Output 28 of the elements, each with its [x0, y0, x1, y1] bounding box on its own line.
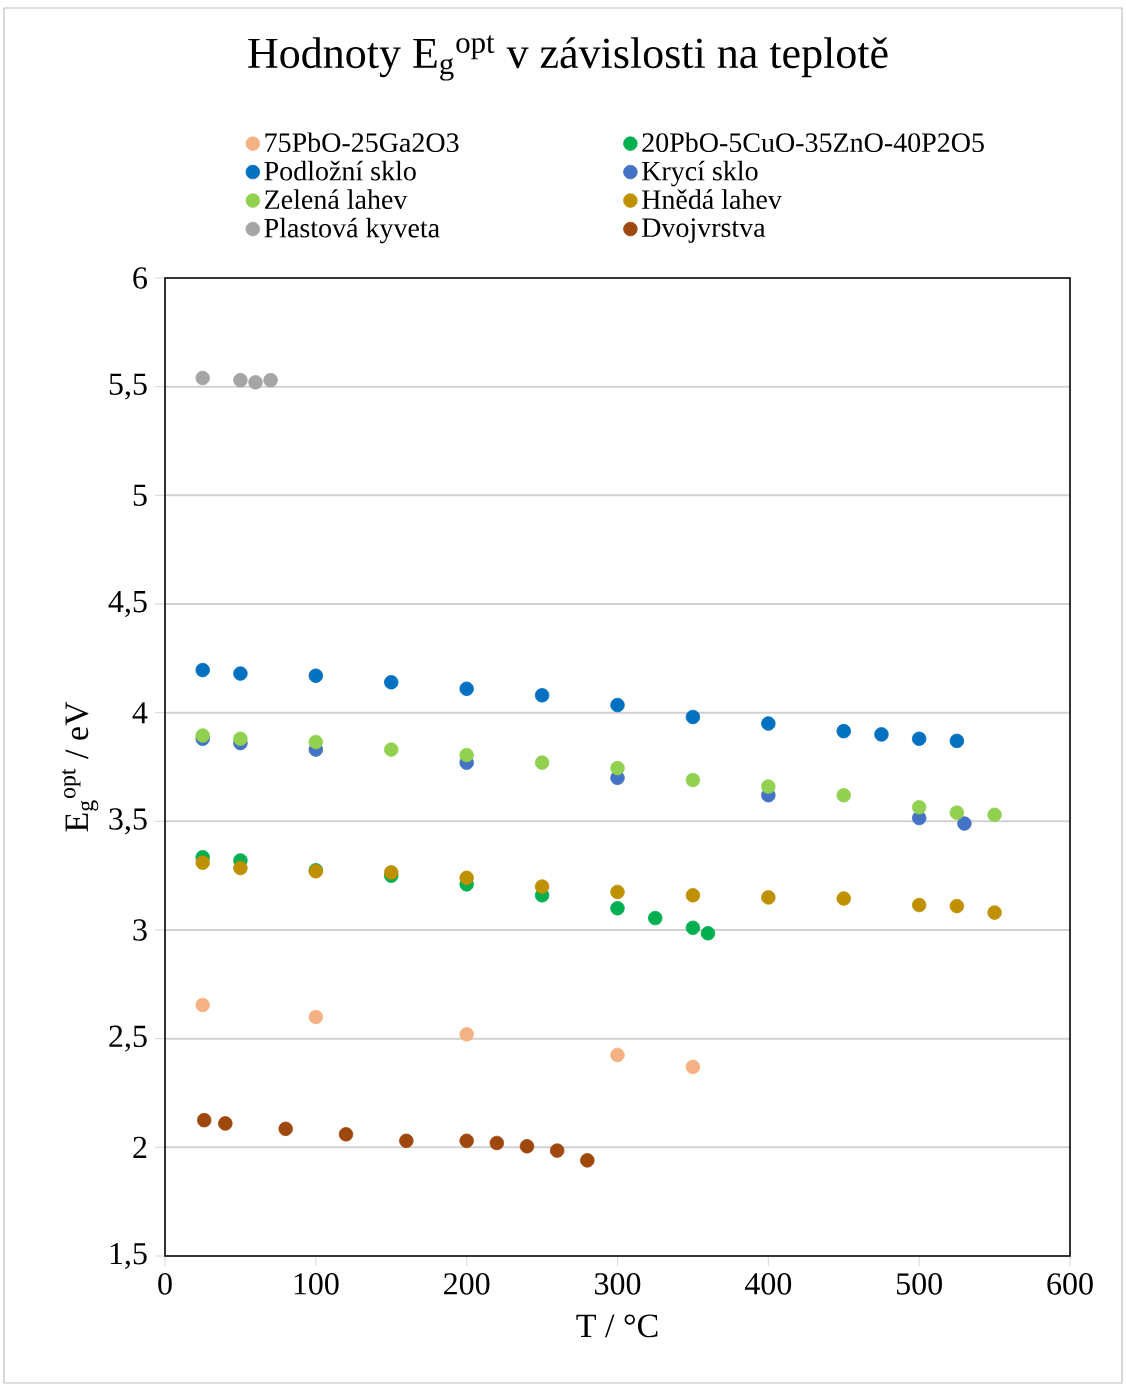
y-tick-label: 3	[133, 919, 147, 941]
x-tick-label: 0	[158, 1273, 172, 1295]
legend-label: Krycí sklo	[642, 160, 758, 187]
y-tick-label: 4,5	[108, 591, 147, 617]
legend-label: Podložní sklo	[264, 160, 416, 181]
y-tick-label: 5	[133, 484, 147, 506]
y-tick-label: 1,5	[110, 1242, 147, 1270]
x-tick-label: 300	[595, 1273, 641, 1295]
legend-label: 75PbO-25Ga2O3	[265, 132, 459, 153]
y-tick-label: 4	[132, 702, 148, 724]
legend-label: 20PbO-5CuO-35ZnO-40P2O5	[642, 132, 984, 153]
y-tick-label: 2,5	[109, 1025, 147, 1052]
legend-label: Hnědá lahev	[642, 189, 782, 210]
x-axis-title: T / °C	[576, 1314, 658, 1338]
y-tick-label: 2	[133, 1136, 147, 1158]
x-tick-label: 200	[444, 1273, 490, 1295]
x-tick-label: 400	[744, 1273, 792, 1295]
y-tick-label: 6	[133, 267, 147, 289]
x-tick-label: 600	[1047, 1273, 1093, 1295]
legend-label: Plastová kyveta	[264, 217, 440, 244]
x-tick-label: 500	[897, 1273, 942, 1295]
legend-label: Zelená lahev	[264, 189, 408, 210]
x-tick-label: 100	[294, 1273, 339, 1295]
y-tick-label: 3,5	[109, 808, 147, 835]
y-tick-label: 5,5	[109, 373, 147, 400]
chart-title: Hodnoty E$_{g}$$^{opt}$ v závislosti na teplotě	[248, 35, 888, 81]
legend-label: Dvojvrstva	[642, 218, 766, 243]
y-axis-title: E$_{g}$$^{opt}$ / eV	[61, 701, 99, 832]
